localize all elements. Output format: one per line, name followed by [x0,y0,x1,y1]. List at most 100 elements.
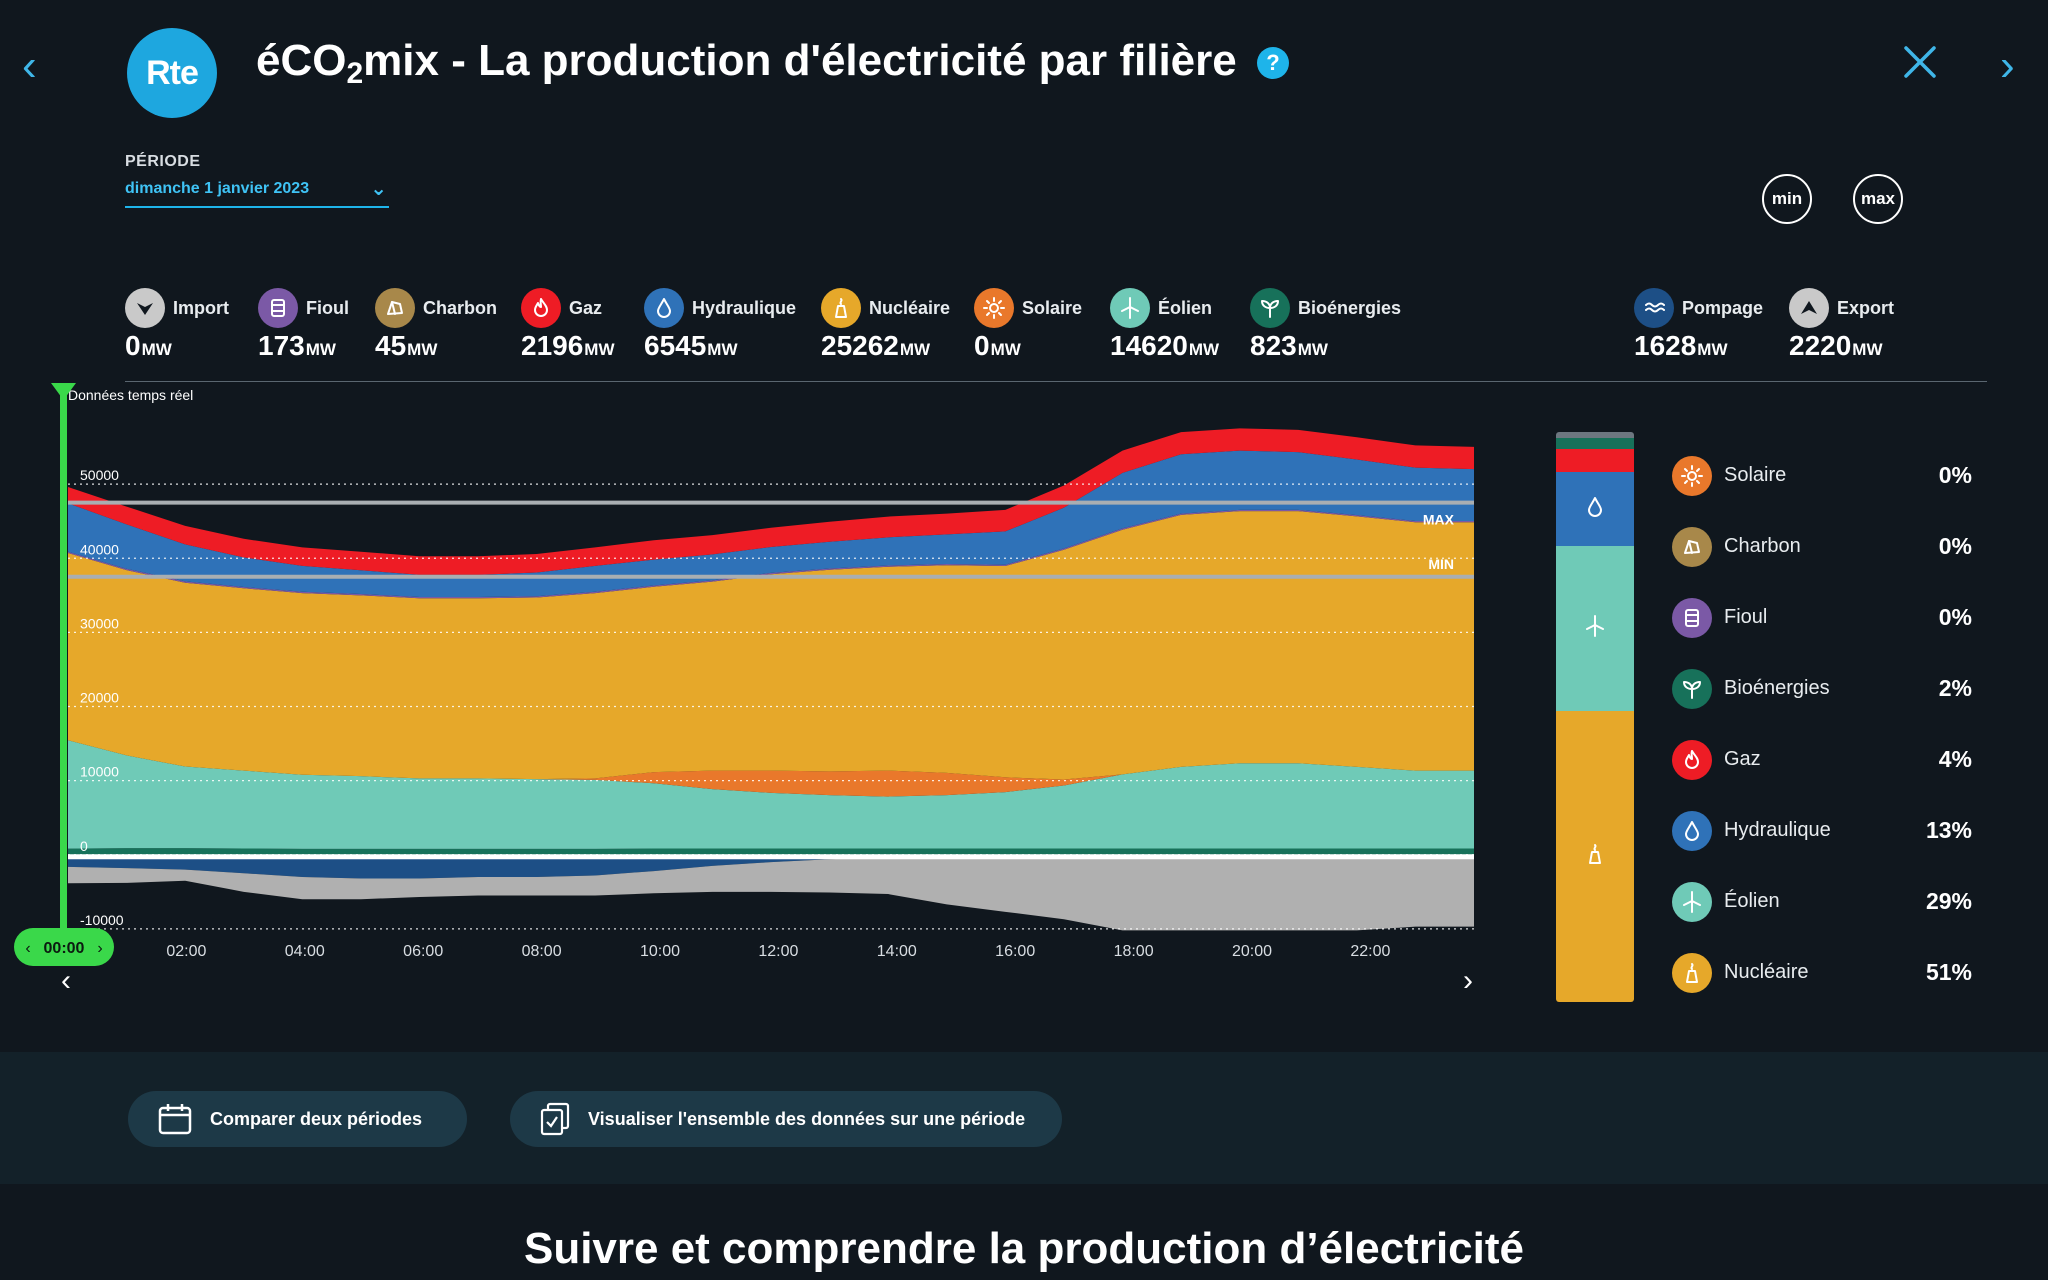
source-value: 1628MW [1634,330,1763,362]
source-label: Bioénergies [1298,297,1402,318]
source-unit: MW [407,340,438,359]
source-nucleaire[interactable]: Nucléaire 25262MW [821,288,950,362]
mix-segment-cap [1556,432,1634,438]
x-tick-label: 08:00 [522,943,562,960]
calendar-icon [158,1104,192,1135]
periode-value: dimanche 1 janvier 2023 [125,180,310,197]
source-label: Éolien [1158,297,1213,318]
max-label: MAX [1423,512,1455,528]
oil-barrel-icon [258,288,298,328]
source-import[interactable]: Import 0MW [125,288,229,362]
legend-item[interactable]: Hydraulique 13% [1672,795,1972,866]
source-hydraulique[interactable]: Hydraulique 6545MW [644,288,796,362]
source-label: Hydraulique [692,297,797,318]
min-button[interactable]: min [1762,174,1812,224]
x-tick-label: 02:00 [166,943,206,960]
rte-logo: Rte [127,28,217,118]
x-tick-label: 22:00 [1350,943,1390,960]
legend-percent: 0% [1938,533,1972,559]
source-export[interactable]: Export 2220MW [1789,288,1894,362]
source-solaire[interactable]: Solaire 0MW [974,288,1082,362]
legend-item[interactable]: Éolien 29% [1672,866,1972,937]
chart-next-arrow-icon[interactable]: › [1463,964,1473,997]
cursor-left-icon: ‹ [25,940,30,957]
x-tick-label: 16:00 [995,943,1035,960]
legend-percent: 0% [1938,604,1972,630]
source-value: 25262MW [821,330,950,362]
source-gaz[interactable]: Gaz 2196MW [521,288,615,362]
x-tick-label: 18:00 [1114,943,1154,960]
flame-icon [521,288,561,328]
coal-icon [1672,526,1712,567]
source-bioenergies[interactable]: Bioénergies 823MW [1250,288,1401,362]
source-charbon[interactable]: Charbon 45MW [375,288,497,362]
chart-title: Données temps réel [68,387,193,403]
mix-segment [1556,546,1634,712]
source-value-number: 0 [974,330,990,361]
series-area-pompage [68,854,1474,879]
source-fioul[interactable]: Fioul 173MW [258,288,349,362]
series-area-solaire [68,740,1474,797]
legend-name: Hydraulique [1724,819,1831,841]
separator [125,381,1987,382]
source-label: Gaz [569,297,603,318]
legend-item[interactable]: Gaz 4% [1672,724,1972,795]
flame-icon [1672,739,1712,780]
title-part: éCO [256,36,347,85]
previous-arrow-icon[interactable]: ‹ [22,41,37,90]
leaf-icon [1250,288,1290,328]
source-label: Fioul [306,297,349,318]
y-tick-label: 0 [80,838,88,854]
source-unit: MW [141,340,172,359]
legend-item[interactable]: Solaire 0% [1672,440,1972,511]
y-tick-label: 30000 [80,615,119,631]
legend-name: Solaire [1724,464,1787,486]
legend-item[interactable]: Bioénergies 2% [1672,653,1972,724]
source-value: 14620MW [1110,330,1219,362]
max-button[interactable]: max [1853,174,1903,224]
waves-icon [1634,288,1674,328]
x-tick-label: 06:00 [403,943,443,960]
series-area-gaz [68,428,1474,575]
source-value-number: 6545 [644,330,707,361]
production-chart[interactable]: -10000 0 10000 20000 30000 40000 50000 MAX MIN 02… [0,380,1490,1000]
next-arrow-icon[interactable]: › [2000,41,2015,90]
nuclear-plant-icon [821,288,861,328]
legend-name: Fioul [1724,606,1768,628]
legend-item[interactable]: Nucléaire 51% [1672,937,1972,1008]
cursor-right-icon: › [97,940,102,957]
source-unit: MW [1697,340,1728,359]
chart-prev-arrow-icon[interactable]: ‹ [61,964,71,997]
legend-name: Charbon [1724,535,1801,557]
page-title: éCO2mix - La production d'électricité pa… [256,36,1289,91]
min-label: MIN [1428,556,1454,572]
leaf-icon [1672,668,1712,709]
legend-percent: 51% [1925,959,1972,985]
legend-item[interactable]: Fioul 0% [1672,582,1972,653]
x-tick-label: 04:00 [285,943,325,960]
mix-segment [1556,711,1634,1002]
documents-check-icon [540,1102,570,1136]
x-tick-label: 10:00 [640,943,680,960]
compare-periods-button[interactable]: Comparer deux périodes [128,1091,467,1147]
legend-percent: 13% [1925,817,1972,843]
sun-icon [1672,455,1712,496]
legend-name: Éolien [1724,890,1780,912]
legend-percent: 29% [1925,888,1972,914]
periode-dropdown[interactable]: dimanche 1 janvier 2023 ⌄ [125,178,389,208]
time-cursor-handle [51,383,76,400]
y-tick-label: -10000 [80,912,124,928]
close-icon[interactable] [1900,42,1940,82]
help-icon[interactable]: ? [1256,47,1289,80]
visualize-data-button[interactable]: Visualiser l'ensemble des données sur un… [510,1091,1062,1147]
mix-segment [1556,449,1634,473]
x-tick-label: 20:00 [1232,943,1272,960]
sun-icon [974,288,1014,328]
source-pompage[interactable]: Pompage 1628MW [1634,288,1763,362]
time-cursor-pill[interactable] [14,928,114,966]
source-eolien[interactable]: Éolien 14620MW [1110,288,1219,362]
legend-item[interactable]: Charbon 0% [1672,511,1972,582]
source-value-number: 823 [1250,330,1297,361]
legend-percent: 0% [1938,462,1972,488]
source-value: 0MW [125,330,229,362]
